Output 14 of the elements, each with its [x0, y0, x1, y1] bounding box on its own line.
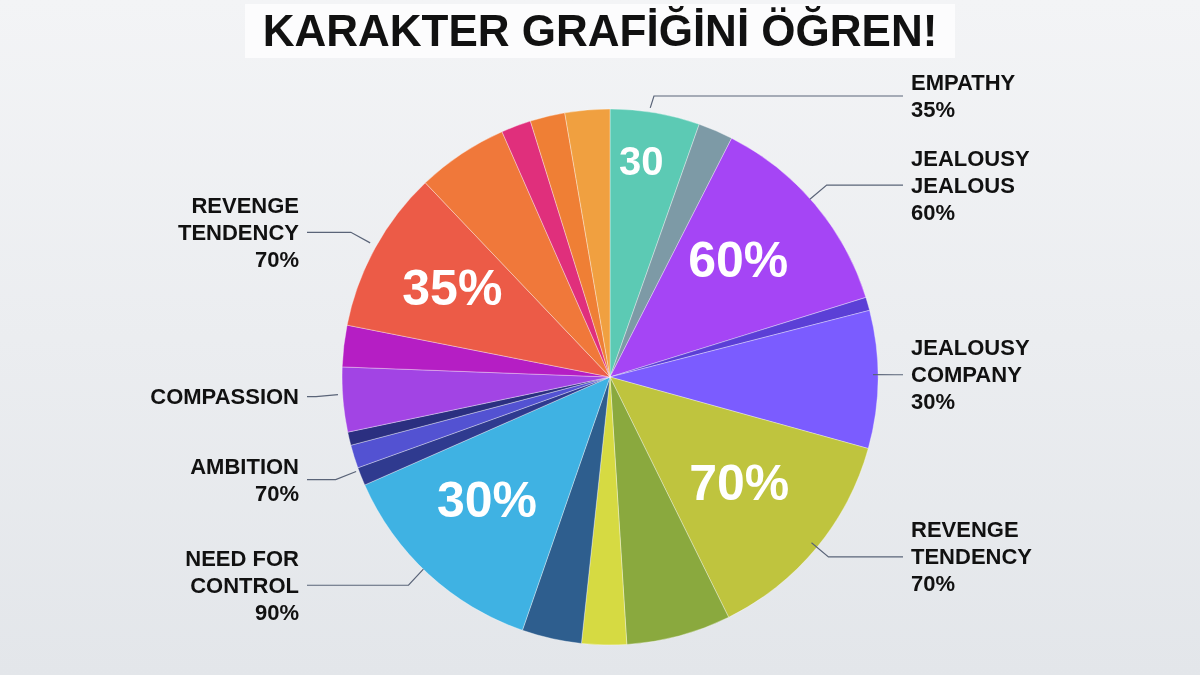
slice-label: NEED FOR CONTROL 90%: [185, 545, 300, 625]
text: 35%: [402, 260, 503, 317]
slice-label: JEALOUSY COMPANY 30%: [911, 335, 1030, 415]
text: 30%: [436, 472, 537, 529]
text: 30: [618, 138, 664, 183]
slice-label: AMBITION 70%: [190, 453, 299, 506]
slice-label: REVENGE TENDENCY 70%: [911, 517, 1033, 597]
slice-label: COMPASSION: [150, 384, 299, 410]
slice-label: JEALOUSY JEALOUS 60%: [911, 145, 1030, 225]
chart-title: KARAKTER GRAFİĞİNİ ÖĞREN!: [244, 4, 956, 58]
slice-label: EMPATHY 35%: [911, 70, 1016, 122]
text: 60%: [688, 231, 789, 288]
text: 70%: [689, 455, 790, 512]
slice-label: REVENGE TENDENCY 70%: [177, 192, 300, 272]
